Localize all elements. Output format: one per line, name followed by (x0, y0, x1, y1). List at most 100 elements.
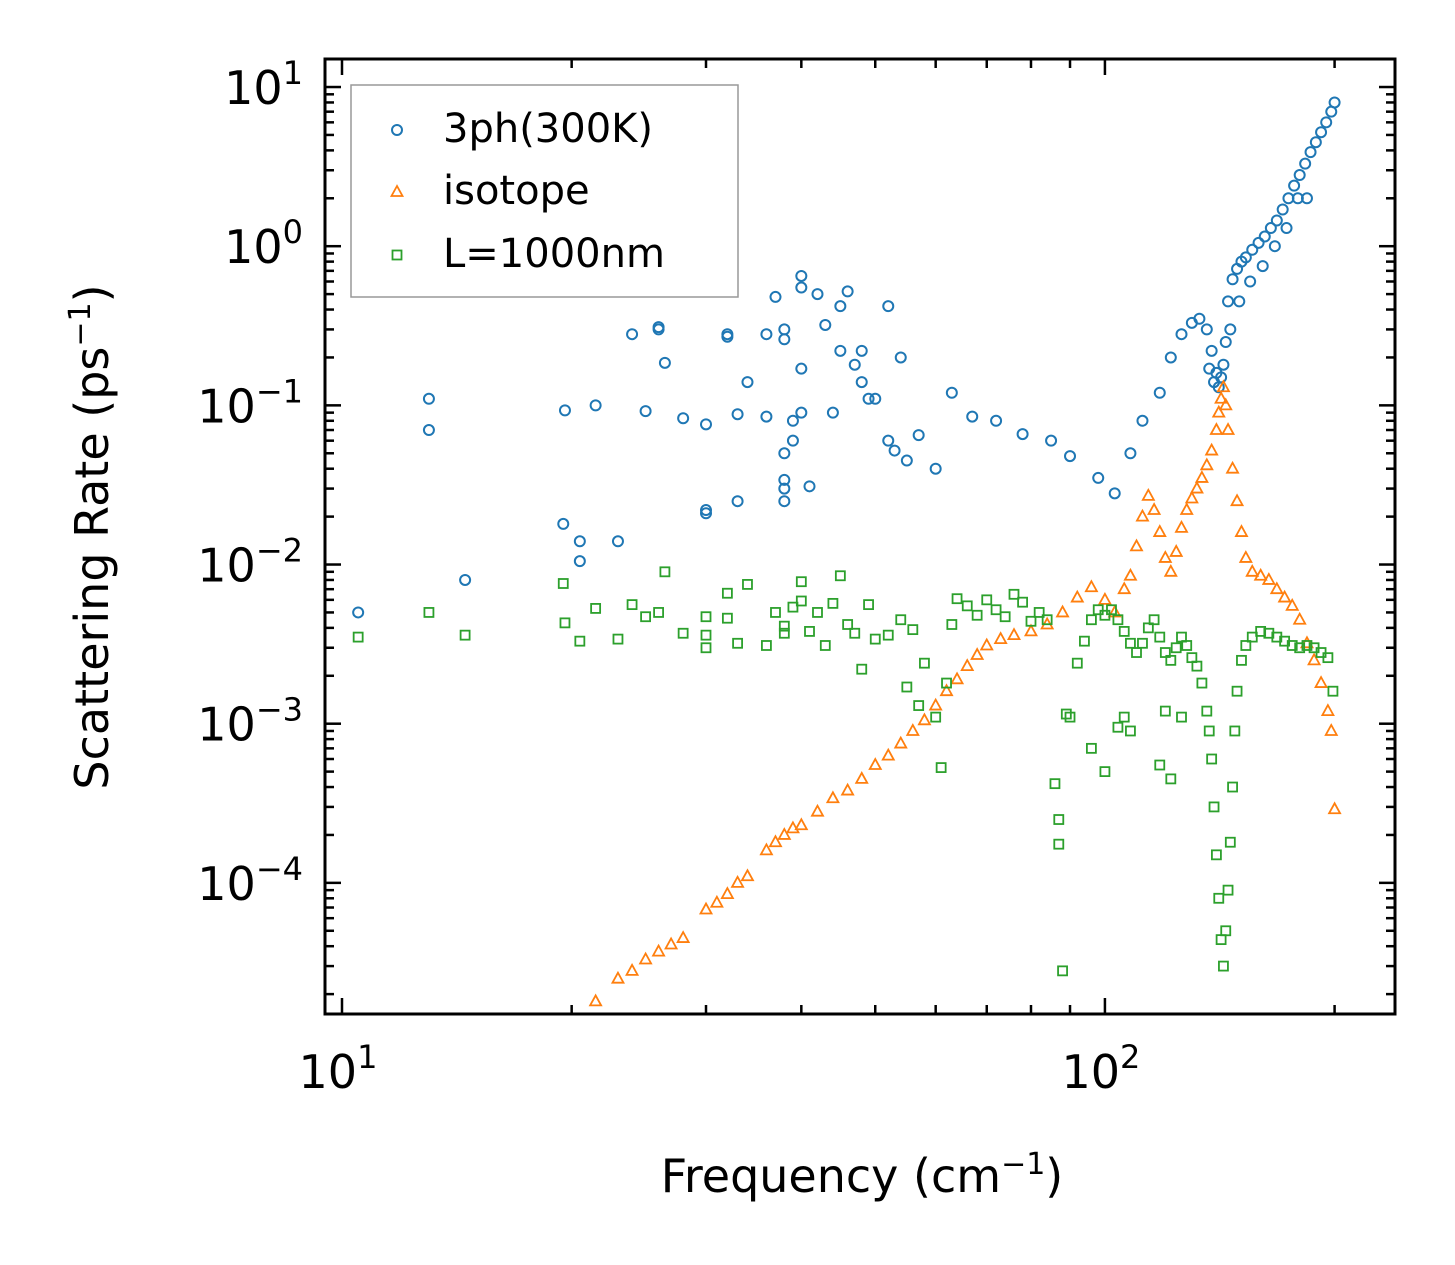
data-point (1163, 563, 1178, 577)
data-point (1324, 723, 1339, 736)
data-point (912, 429, 925, 442)
data-point (1277, 589, 1292, 603)
data-point (1184, 490, 1199, 504)
data-point (1222, 884, 1234, 896)
y-axis-title: Scattering Rate (ps−1) (63, 284, 119, 789)
data-point (1142, 622, 1154, 634)
data-point (1170, 642, 1182, 654)
data-point (652, 323, 665, 336)
data-point (611, 535, 624, 548)
data-point (1203, 725, 1215, 737)
data-point (1252, 236, 1265, 249)
data-point (939, 683, 954, 697)
data-point (1218, 960, 1229, 972)
data-point (1159, 705, 1171, 717)
data-point (812, 607, 823, 618)
data-point (1229, 725, 1241, 737)
data-point (882, 434, 895, 447)
data-point (558, 404, 571, 417)
data-point (1299, 157, 1312, 170)
data-point (1211, 404, 1226, 418)
data-point (1221, 422, 1236, 435)
data-point (664, 936, 679, 950)
data-point (1112, 721, 1124, 733)
data-point (352, 631, 364, 643)
data-point (769, 290, 782, 303)
data-point (1174, 519, 1189, 533)
data-point (1107, 604, 1122, 618)
data-point (803, 480, 816, 493)
data-point (1164, 351, 1177, 364)
data-point (1108, 487, 1121, 500)
legend-marker-3ph (391, 124, 403, 136)
data-point (856, 663, 868, 675)
data-point (819, 640, 831, 651)
data-point (1315, 126, 1328, 139)
data-point (1258, 230, 1271, 243)
data-point (778, 323, 791, 336)
data-point (1301, 640, 1313, 651)
data-point (573, 535, 586, 548)
data-point (573, 555, 586, 568)
data-point (795, 362, 808, 375)
data-point (700, 418, 713, 431)
data-point (863, 599, 874, 611)
data-point (1099, 766, 1111, 778)
data-point (1045, 434, 1058, 447)
data-point (1129, 538, 1144, 552)
series-2 (352, 566, 1339, 977)
data-point (1246, 631, 1258, 643)
data-point (882, 629, 894, 641)
legend-marker (389, 184, 405, 197)
data-point (1239, 251, 1252, 264)
data-point (1264, 222, 1277, 235)
data-point (1189, 480, 1204, 494)
legend: 3ph(300K) isotope L=1000nm (350, 84, 739, 298)
data-point (1106, 604, 1117, 616)
data-point (732, 637, 743, 649)
data-point (1208, 376, 1221, 389)
data-point (950, 671, 965, 685)
data-point (1309, 136, 1322, 149)
data-point (1123, 567, 1138, 581)
data-point (459, 573, 472, 586)
x-tick-label: 102 (1061, 1038, 1140, 1099)
data-point (930, 711, 942, 723)
data-point (841, 285, 854, 298)
data-point (761, 640, 772, 651)
data-point (768, 834, 783, 848)
data-point (842, 619, 854, 630)
data-point (966, 410, 979, 423)
data-point (786, 414, 799, 427)
data-point (770, 607, 781, 618)
data-point (1226, 273, 1239, 286)
data-point (1261, 572, 1276, 585)
data-point (1118, 626, 1130, 637)
x-axis-title: Frequency (cm−1) (661, 1147, 1064, 1203)
y-tick-label: 100 (224, 213, 303, 274)
data-point (1141, 488, 1156, 501)
data-point (1211, 849, 1222, 861)
data-point (698, 901, 714, 915)
data-point (625, 962, 640, 976)
legend-label-isotope: isotope (443, 168, 590, 214)
data-point (1225, 460, 1240, 474)
data-point (1165, 773, 1177, 785)
data-point (730, 874, 745, 888)
data-point (721, 612, 733, 624)
data-point (1199, 457, 1214, 471)
data-point (888, 444, 901, 457)
data-point (742, 579, 753, 590)
data-point (1092, 471, 1105, 484)
data-point (919, 657, 930, 669)
data-point (993, 631, 1008, 645)
data-point (1194, 470, 1209, 483)
data-point (651, 943, 666, 957)
data-point (1224, 836, 1236, 848)
data-point (1124, 447, 1137, 460)
data-point (1193, 312, 1206, 325)
data-point (1049, 778, 1061, 790)
data-point (626, 599, 638, 611)
data-point (900, 454, 913, 467)
